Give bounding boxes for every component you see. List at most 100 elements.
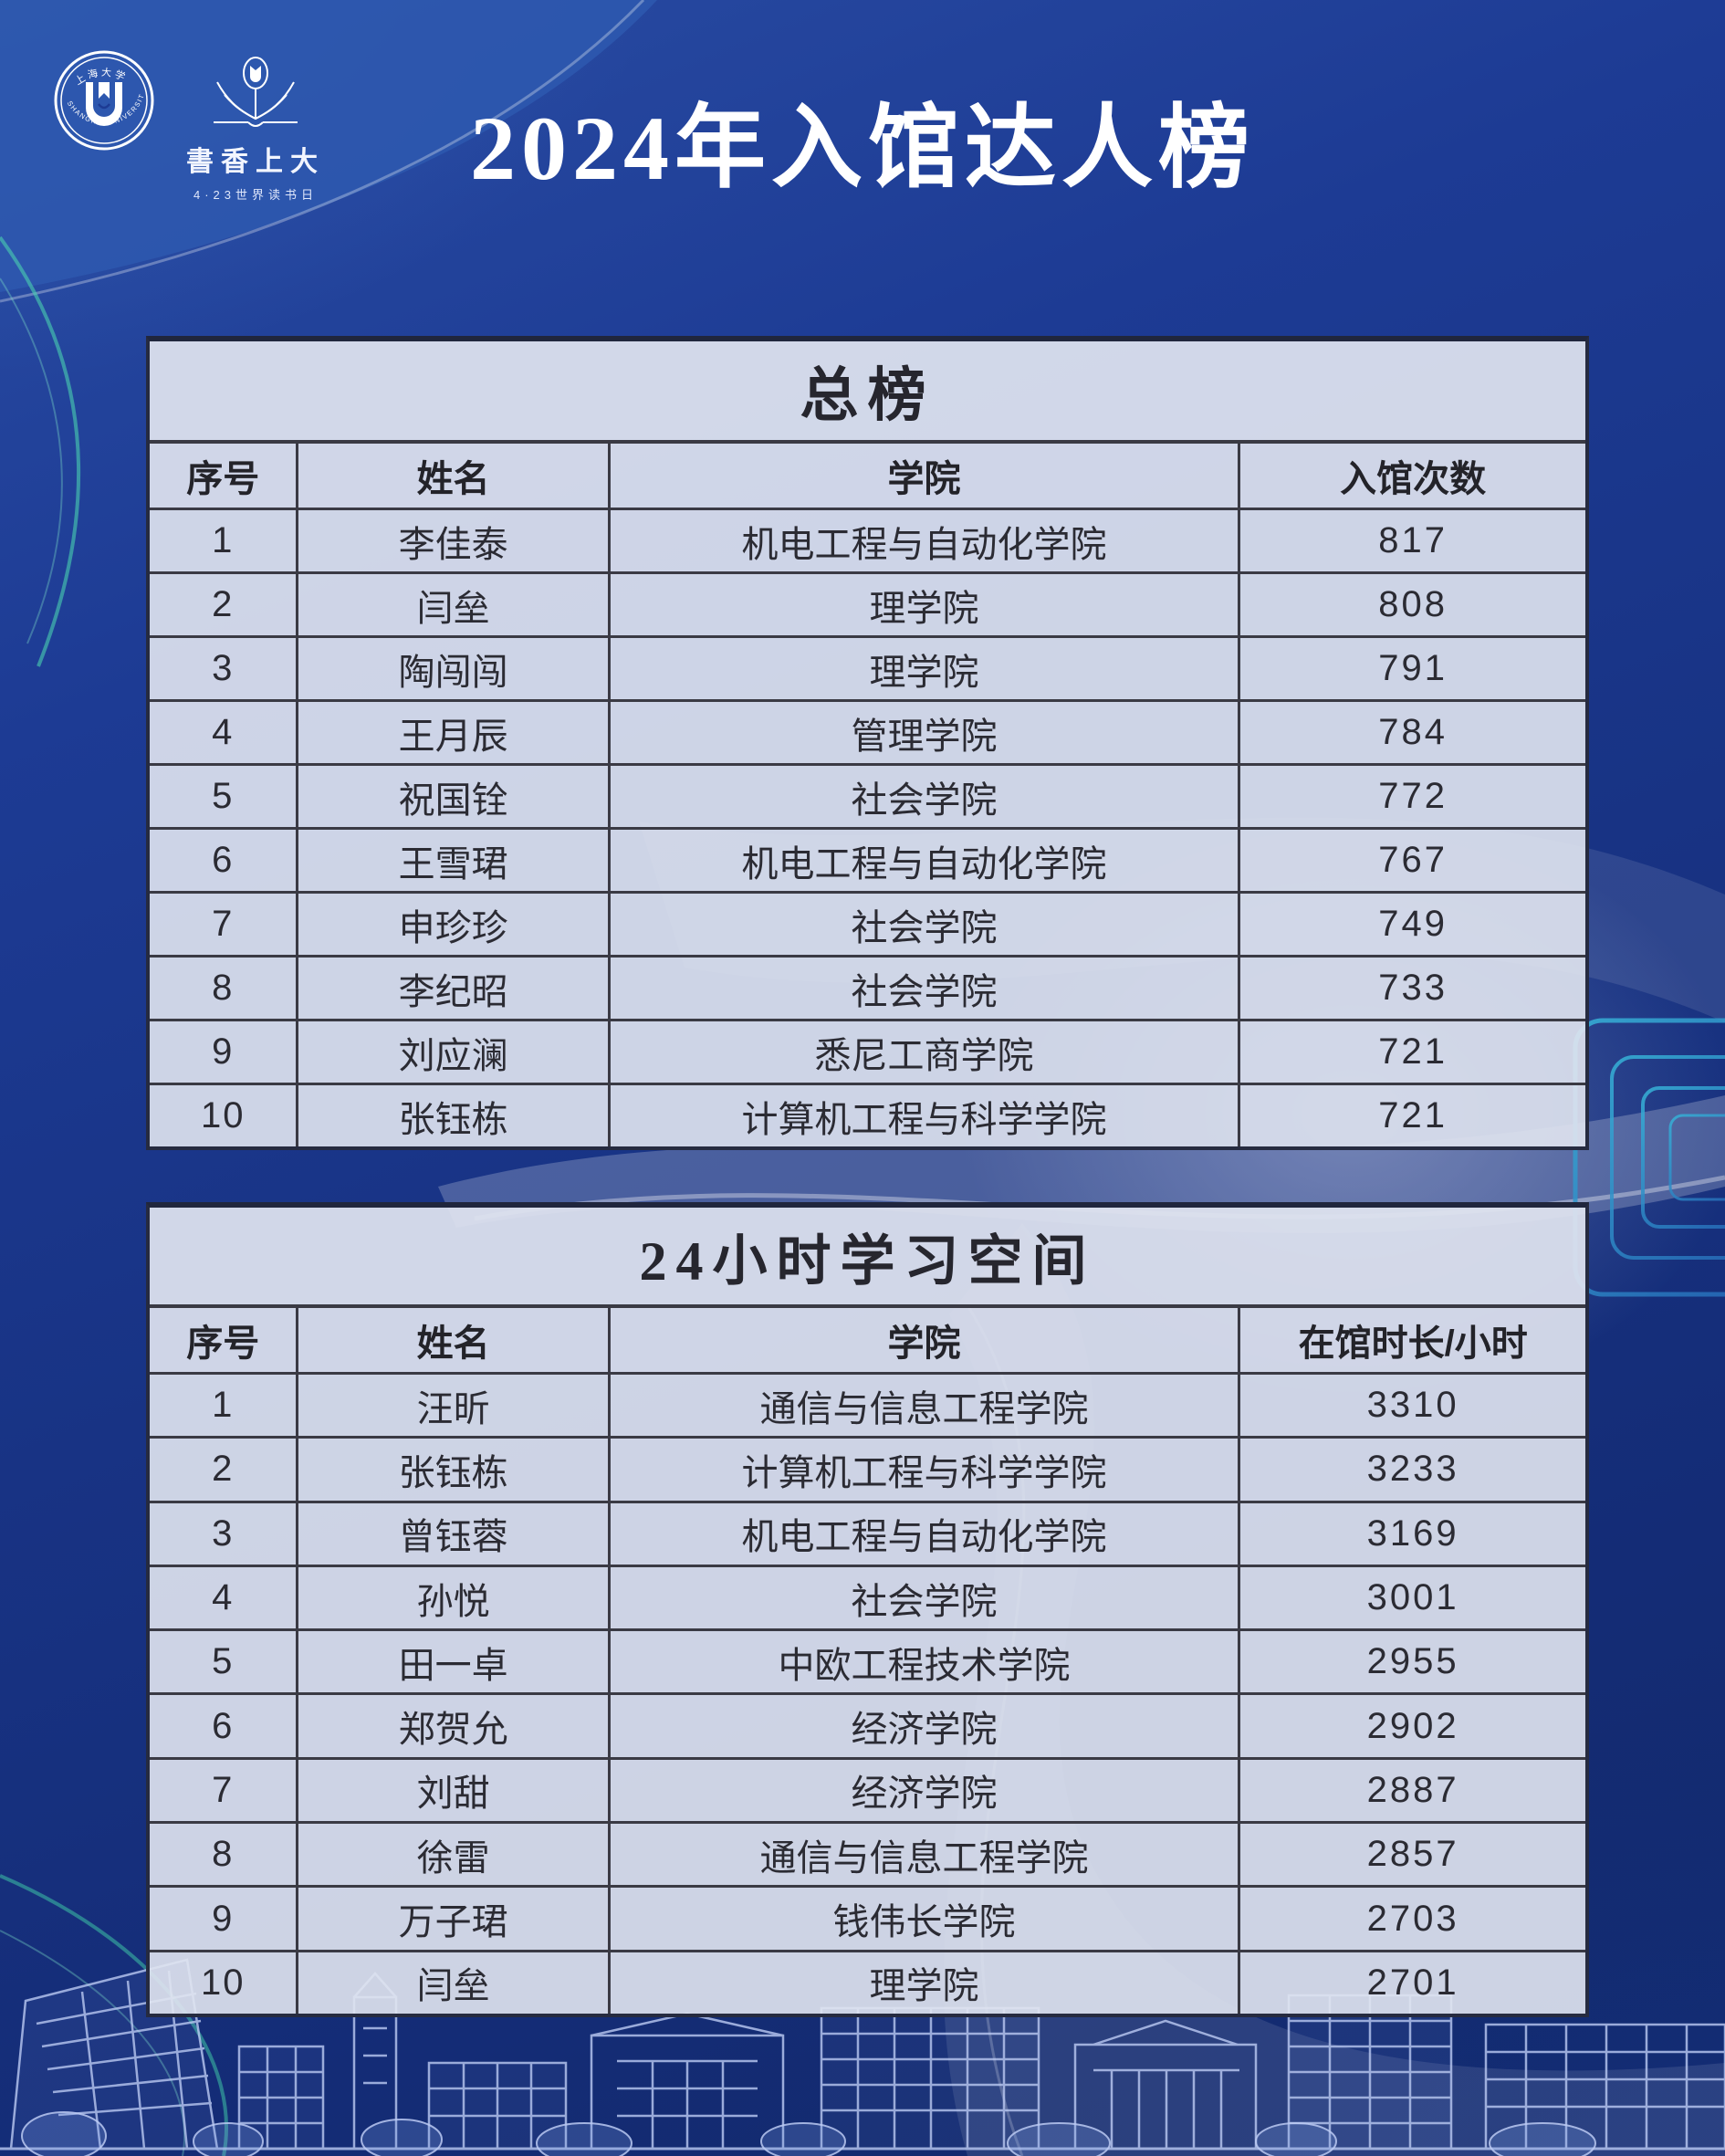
cell-name: 张钰栋: [296, 1085, 608, 1146]
cell-college: 理学院: [607, 1952, 1239, 2014]
cell-name: 刘应澜: [296, 1021, 608, 1083]
table-row: 4 孙悦 社会学院 3001: [150, 1564, 1585, 1629]
table-row: 2 张钰栋 计算机工程与科学学院 3233: [150, 1436, 1585, 1501]
cell-name: 张钰栋: [296, 1439, 608, 1501]
table-row: 7 申珍珍 社会学院 749: [150, 891, 1585, 955]
table-row: 8 李纪昭 社会学院 733: [150, 955, 1585, 1019]
table-row: 8 徐雷 通信与信息工程学院 2857: [150, 1821, 1585, 1886]
cell-college: 社会学院: [607, 894, 1239, 955]
cell-value: 3310: [1238, 1375, 1585, 1437]
cell-name: 郑贺允: [296, 1695, 608, 1757]
header-logos: 上海大学 SHANGHAI UNIVERSITY 書香上大 4·23世界读书日: [53, 47, 325, 203]
cell-name: 徐雷: [296, 1824, 608, 1886]
cell-college: 经济学院: [607, 1759, 1239, 1822]
header-cell: 学院: [607, 444, 1239, 508]
cell-rank: 8: [150, 1824, 297, 1886]
cell-college: 机电工程与自动化学院: [607, 510, 1239, 571]
cell-value: 721: [1238, 1021, 1585, 1083]
cell-value: 791: [1238, 638, 1585, 699]
table-overall-body: 1 李佳泰 机电工程与自动化学院 817 2 闫垒 理学院 808 3 陶闯闯 理学院 791 4 王月辰…: [150, 508, 1585, 1146]
cell-college: 经济学院: [607, 1695, 1239, 1757]
cell-value: 749: [1238, 894, 1585, 955]
cell-rank: 1: [150, 510, 297, 571]
cell-value: 767: [1238, 830, 1585, 891]
cell-name: 汪昕: [296, 1375, 608, 1437]
header-cell: 序号: [150, 1308, 297, 1372]
page-title: 2024年入馆达人榜: [470, 98, 1255, 199]
table-row: 9 刘应澜 悉尼工商学院 721: [150, 1019, 1585, 1083]
table-row: 7 刘甜 经济学院 2887: [150, 1756, 1585, 1822]
header-cell: 在馆时长/小时: [1238, 1308, 1585, 1372]
cell-value: 2887: [1238, 1759, 1585, 1822]
cell-name: 李佳泰: [296, 510, 608, 571]
cell-name: 王雪珺: [296, 830, 608, 891]
cell-college: 社会学院: [607, 1566, 1239, 1629]
cell-name: 田一卓: [296, 1631, 608, 1693]
table-overall-title: 总榜: [150, 341, 1585, 440]
table-24h-title: 24小时学习空间: [150, 1208, 1585, 1304]
table-row: 6 郑贺允 经济学院 2902: [150, 1692, 1585, 1757]
cell-rank: 9: [150, 1888, 297, 1950]
table-overall: 总榜 序号 姓名 学院 入馆次数 1 李佳泰 机电工程与自动化学院 817 2 闫垒 理学院 808…: [146, 336, 1589, 1150]
cell-college: 钱伟长学院: [607, 1888, 1239, 1950]
cell-rank: 5: [150, 766, 297, 827]
table-row: 3 曾钰蓉 机电工程与自动化学院 3169: [150, 1500, 1585, 1565]
cell-value: 3169: [1238, 1502, 1585, 1565]
swirl-ribbon-middle: [438, 1095, 1725, 1233]
cell-college: 社会学院: [607, 958, 1239, 1019]
cell-rank: 7: [150, 1759, 297, 1822]
table-row: 1 李佳泰 机电工程与自动化学院 817: [150, 508, 1585, 571]
cell-college: 理学院: [607, 574, 1239, 635]
cell-value: 808: [1238, 574, 1585, 635]
cell-value: 817: [1238, 510, 1585, 571]
cell-name: 陶闯闯: [296, 638, 608, 699]
cell-rank: 3: [150, 638, 297, 699]
cell-rank: 10: [150, 1085, 297, 1146]
left-teal-curve: [0, 235, 81, 667]
header-cell: 学院: [607, 1308, 1239, 1372]
cell-college: 机电工程与自动化学院: [607, 1502, 1239, 1565]
table-row: 2 闫垒 理学院 808: [150, 571, 1585, 635]
cell-name: 李纪昭: [296, 958, 608, 1019]
cell-rank: 7: [150, 894, 297, 955]
table-24h-header: 序号 姓名 学院 在馆时长/小时: [150, 1304, 1585, 1372]
header-cell: 姓名: [296, 1308, 608, 1372]
reading-festival-title: 書香上大: [186, 147, 325, 177]
cell-rank: 5: [150, 1631, 297, 1693]
cell-rank: 4: [150, 1566, 297, 1629]
cell-rank: 6: [150, 1695, 297, 1757]
cell-college: 社会学院: [607, 766, 1239, 827]
cell-college: 计算机工程与科学学院: [607, 1085, 1239, 1146]
header-cell: 姓名: [296, 444, 608, 508]
cell-value: 772: [1238, 766, 1585, 827]
cell-value: 3233: [1238, 1439, 1585, 1501]
table-row: 9 万子珺 钱伟长学院 2703: [150, 1885, 1585, 1950]
cell-college: 中欧工程技术学院: [607, 1631, 1239, 1693]
cell-name: 闫垒: [296, 574, 608, 635]
cell-rank: 8: [150, 958, 297, 1019]
cell-name: 祝国铨: [296, 766, 608, 827]
cell-rank: 4: [150, 702, 297, 763]
cell-college: 悉尼工商学院: [607, 1021, 1239, 1083]
reading-festival-logo: 書香上大 4·23世界读书日: [186, 55, 325, 203]
cell-name: 万子珺: [296, 1888, 608, 1950]
cell-value: 2701: [1238, 1952, 1585, 2014]
shanghai-university-seal-icon: 上海大学 SHANGHAI UNIVERSITY: [53, 47, 154, 151]
table-row: 5 祝国铨 社会学院 772: [150, 763, 1585, 827]
cell-rank: 9: [150, 1021, 297, 1083]
cell-value: 733: [1238, 958, 1585, 1019]
cell-value: 2703: [1238, 1888, 1585, 1950]
cell-college: 通信与信息工程学院: [607, 1375, 1239, 1437]
table-row: 1 汪昕 通信与信息工程学院 3310: [150, 1372, 1585, 1437]
table-row: 5 田一卓 中欧工程技术学院 2955: [150, 1628, 1585, 1693]
cell-value: 2857: [1238, 1824, 1585, 1886]
book-tulip-icon: [214, 57, 298, 127]
cell-name: 刘甜: [296, 1759, 608, 1822]
cell-name: 王月辰: [296, 702, 608, 763]
cell-rank: 10: [150, 1952, 297, 2014]
header-cell: 序号: [150, 444, 297, 508]
cell-rank: 6: [150, 830, 297, 891]
table-row: 6 王雪珺 机电工程与自动化学院 767: [150, 827, 1585, 891]
cell-value: 3001: [1238, 1566, 1585, 1629]
table-row: 10 闫垒 理学院 2701: [150, 1949, 1585, 2014]
